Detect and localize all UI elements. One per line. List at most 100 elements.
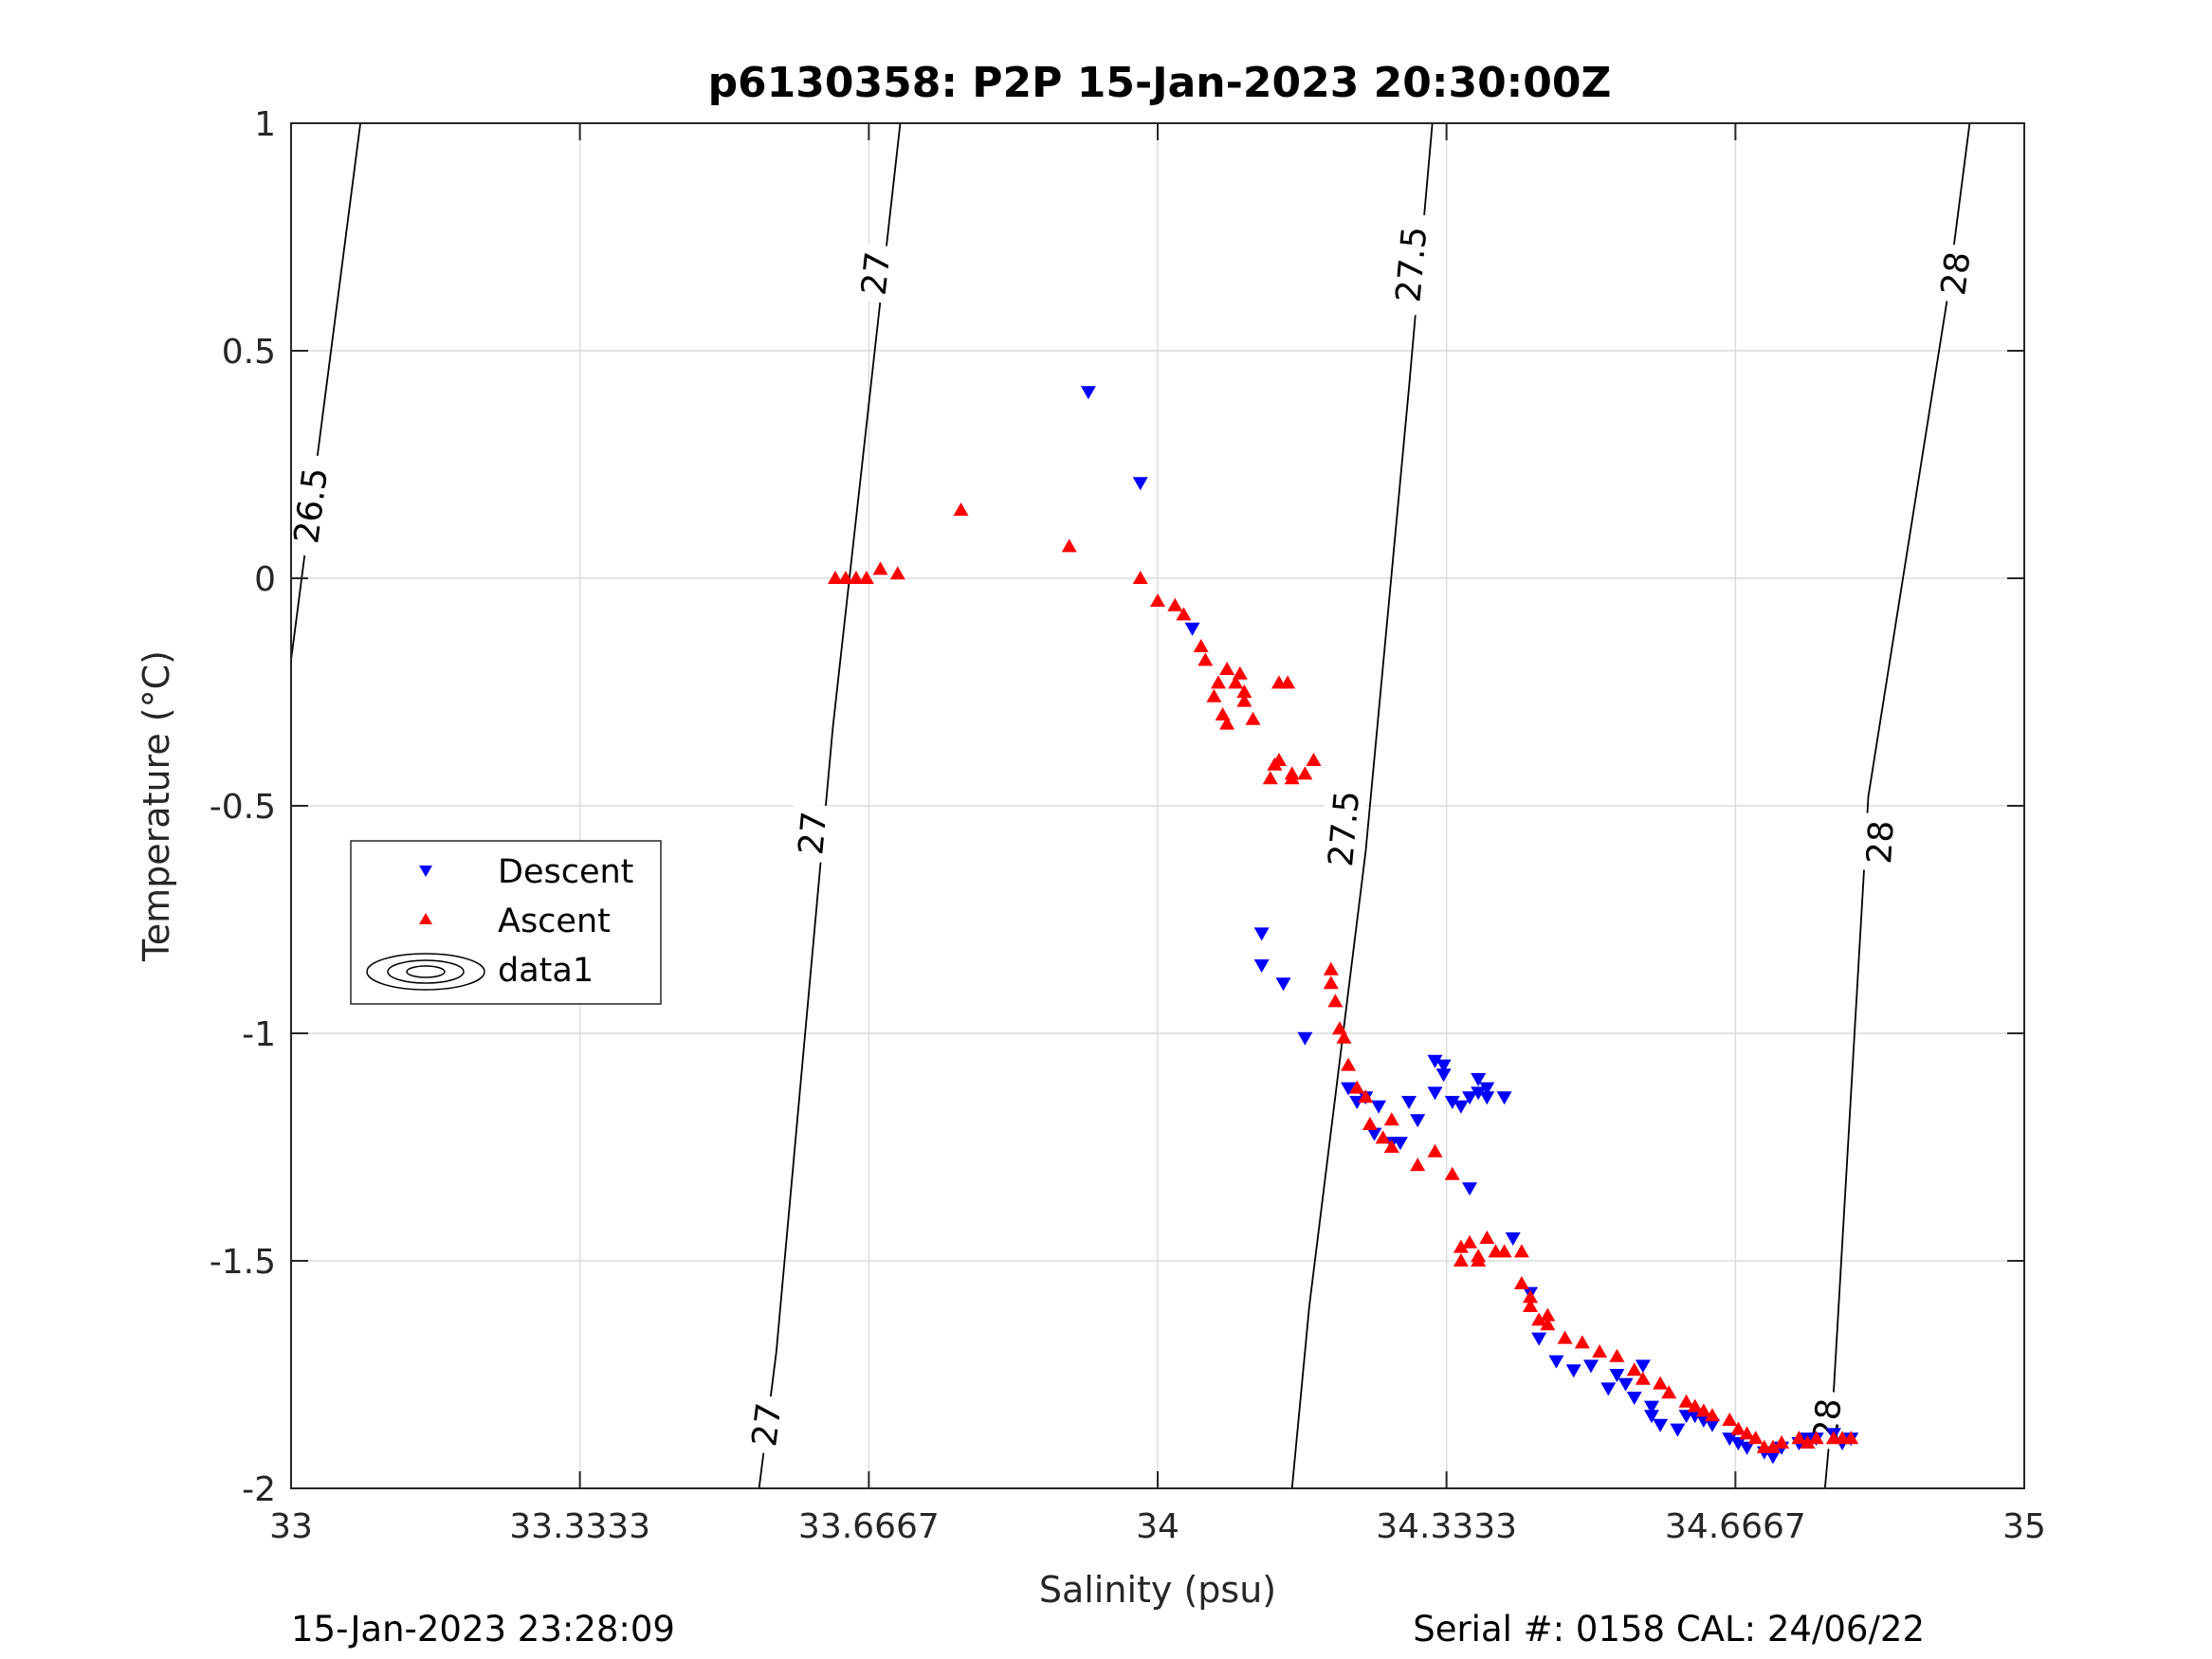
legend: Descent Ascent data1 [350, 840, 662, 1005]
ascent-point [1678, 1394, 1694, 1408]
descent-point [1739, 1441, 1755, 1455]
y-tick-label: -1 [242, 1015, 276, 1054]
descent-point [1184, 622, 1200, 636]
descent-point [1253, 959, 1270, 973]
y-tick-label: 0.5 [222, 333, 276, 372]
ascent-point [1626, 1362, 1642, 1376]
x-tick-label: 35 [2002, 1507, 2046, 1546]
ascent-point [1453, 1253, 1469, 1267]
legend-descent-label: Descent [498, 853, 633, 891]
descent-point [1453, 1100, 1469, 1114]
x-tick-label: 33.3333 [509, 1507, 650, 1546]
ascent-point [1540, 1307, 1556, 1322]
descent-point [1635, 1359, 1651, 1374]
axis-ticks: 33 33.3333 33.6667 34 34.3333 34.6667 35 1 0.5 0 -… [210, 105, 2046, 1546]
ascent-point [1523, 1299, 1539, 1312]
ascent-point [1444, 1166, 1460, 1180]
ascent-point [1236, 693, 1252, 707]
ascent-point [1496, 1244, 1512, 1258]
ascent-point [1306, 753, 1322, 766]
ascent-point [1540, 1317, 1556, 1331]
ascent-point [1574, 1335, 1590, 1349]
contour-label-gap [283, 452, 338, 558]
contour-label-group: 27 [788, 802, 835, 864]
contour-label-gap [850, 243, 900, 304]
ascent-point [1695, 1403, 1711, 1417]
ascent-point [1774, 1435, 1790, 1449]
contour-label: 26.5 [287, 465, 336, 546]
descent-point [1479, 1082, 1495, 1096]
ascent-point [1523, 1289, 1539, 1304]
ascent-point [1297, 766, 1313, 780]
ascent-point [1661, 1385, 1677, 1399]
ascent-point [1427, 1143, 1443, 1158]
ascent-point [827, 571, 843, 584]
descent-point [1479, 1091, 1495, 1105]
ascent-point [1653, 1376, 1669, 1390]
contour-label-gap [1856, 812, 1903, 872]
ascent-point [1132, 571, 1148, 584]
ascent-point [1323, 975, 1339, 990]
ascent-point [1739, 1426, 1755, 1440]
descent-point [1626, 1392, 1642, 1405]
legend-data1-label: data1 [498, 952, 594, 990]
ascent-point [1061, 538, 1077, 553]
y-tick-label: -2 [242, 1470, 276, 1509]
ascent-point [953, 502, 969, 516]
descent-point [1471, 1073, 1487, 1086]
contour-label-group: 27.5 [1317, 776, 1369, 881]
ascent-point [1747, 1431, 1764, 1445]
ascent-point [1197, 652, 1214, 666]
ascent-point [1362, 1117, 1378, 1130]
descent-point [1080, 386, 1096, 400]
contour-label: 27.5 [1389, 225, 1435, 303]
ascent-point [1271, 753, 1287, 766]
legend-descent-marker [419, 866, 432, 877]
descent-point [1496, 1091, 1512, 1105]
descent-point [1531, 1332, 1547, 1346]
descent-point [1410, 1114, 1426, 1128]
descent-point [1275, 977, 1291, 992]
descent-point [1643, 1410, 1659, 1424]
ascent-point [1341, 1057, 1357, 1071]
contour-label-group: 28 [1856, 812, 1903, 872]
descent-point [1401, 1096, 1417, 1109]
ascent-point [1375, 1130, 1391, 1144]
ascent-point [1245, 711, 1261, 725]
ascent-point [872, 561, 888, 575]
ascent-point [858, 571, 874, 584]
x-tick-label: 33 [269, 1507, 313, 1546]
ascent-point [1800, 1435, 1816, 1449]
ascent-point [1280, 675, 1296, 689]
descent-point [1297, 1031, 1313, 1046]
ascent-point [1843, 1431, 1859, 1445]
ascent-point [1513, 1276, 1529, 1289]
ascent-point [1206, 688, 1222, 702]
ascent-point [1349, 1080, 1365, 1094]
y-tick-label: 1 [254, 105, 276, 144]
descent-point [1548, 1355, 1564, 1369]
ascent-point [1167, 597, 1183, 611]
x-tick-label: 34.3333 [1376, 1507, 1517, 1546]
contour-label-group: 27 [850, 243, 900, 304]
ascent-point [1609, 1348, 1625, 1362]
descent-point [1670, 1423, 1686, 1437]
ascent-point [1513, 1244, 1529, 1258]
contour-label-gap [788, 802, 835, 864]
ascent-point [1150, 593, 1165, 607]
descent-point [1253, 927, 1270, 941]
descent-point [1643, 1400, 1659, 1414]
descent-point [1392, 1137, 1408, 1151]
ascent-point [1764, 1439, 1781, 1453]
legend-ascent-marker [419, 913, 432, 924]
legend-ascent-label: Ascent [498, 902, 611, 940]
ascent-point [1219, 716, 1235, 730]
ascent-point [1331, 1021, 1347, 1035]
contour-label: 27 [745, 1401, 789, 1449]
legend-box [350, 840, 662, 1005]
descent-point [1435, 1068, 1452, 1083]
contour-label-group: 27 [741, 1394, 791, 1456]
ascent-point [1808, 1431, 1824, 1445]
contour-label-group: 28 [1930, 242, 1980, 304]
